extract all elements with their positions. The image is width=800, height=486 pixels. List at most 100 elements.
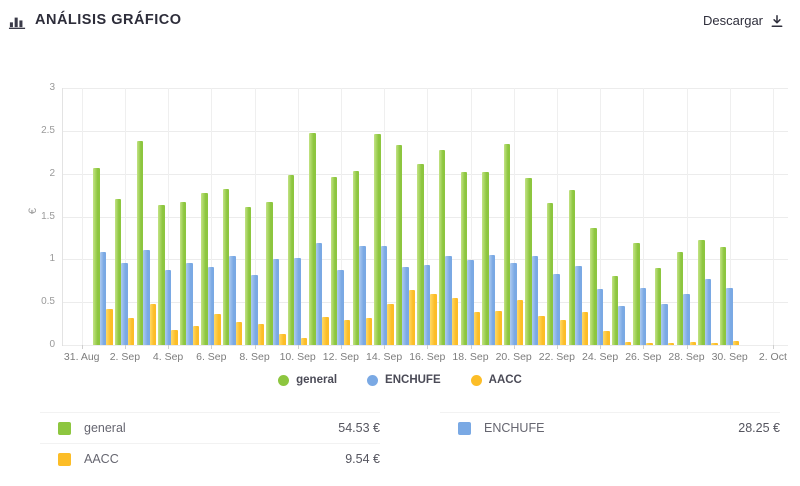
bar-AACC-8-Sep — [257, 323, 264, 345]
x-tick-label: 8. Sep — [239, 351, 270, 363]
x-tick-label: 18. Sep — [452, 351, 489, 363]
bar-AACC-2-Sep — [127, 318, 135, 345]
bar-general-23-Sep — [568, 189, 575, 345]
bar-ENCHUFE-15-Sep — [402, 267, 409, 345]
x-tick-mark — [513, 345, 515, 349]
bar-AACC-14-Sep — [387, 303, 394, 345]
x-tick-label: 12. Sep — [322, 351, 359, 363]
bar-AACC-28-Sep — [689, 342, 696, 345]
bar-ENCHUFE-20-Sep — [510, 262, 517, 345]
bar-general-24-Sep — [590, 227, 597, 345]
bar-AACC-3-Sep — [149, 303, 156, 345]
bar-chart-plot-area: € 0 0.5 1 1.5 2 2.5 3 31. Aug 2. Sep 4. Sep 6. Sep… — [27, 83, 788, 363]
bar-AACC-25-Sep — [624, 341, 632, 345]
bar-general-18-Sep — [460, 171, 467, 345]
bar-general-19-Sep — [482, 171, 489, 345]
bar-general-2-Sep — [114, 198, 122, 345]
bar-general-3-Sep — [136, 141, 143, 345]
bar-AACC-1-Sep — [106, 309, 113, 345]
bar-general-21-Sep — [525, 177, 532, 345]
bar-AACC-9-Sep — [279, 333, 286, 345]
x-tick-mark — [384, 345, 386, 349]
legend-label-general: general — [296, 374, 338, 386]
legend-label-aacc: AACC — [488, 374, 522, 386]
bar-ENCHUFE-11-Sep — [315, 243, 323, 345]
bar-general-15-Sep — [395, 144, 403, 345]
bar-ENCHUFE-8-Sep — [251, 274, 258, 345]
bar-ENCHUFE-6-Sep — [207, 267, 215, 345]
bar-AACC-13-Sep — [365, 317, 372, 345]
legend-dot-aacc — [470, 374, 482, 386]
gridline-x — [211, 88, 213, 345]
bar-AACC-4-Sep — [171, 329, 178, 345]
bar-general-17-Sep — [438, 149, 446, 345]
series-swatch-general — [58, 421, 71, 435]
x-tick-mark — [643, 345, 645, 349]
x-tick-mark — [81, 345, 83, 349]
legend-dot-general — [278, 374, 290, 386]
summary-value: 9.54 € — [345, 452, 380, 466]
x-tick-label: 2. Sep — [109, 351, 141, 363]
gridline-y-0 — [63, 345, 788, 346]
bar-AACC-20-Sep — [516, 299, 524, 345]
y-tick-label: 0 — [49, 339, 55, 350]
bar-ENCHUFE-17-Sep — [445, 255, 452, 345]
legend-item-enchufe[interactable]: ENCHUFE — [367, 374, 441, 386]
bar-AACC-30-Sep — [732, 340, 740, 345]
bar-ENCHUFE-2-Sep — [121, 262, 128, 345]
summary-label: AACC — [84, 452, 119, 466]
bar-AACC-27-Sep — [667, 343, 675, 345]
gridline-x — [556, 88, 558, 345]
gridline-x — [600, 88, 602, 345]
bar-AACC-6-Sep — [214, 314, 221, 345]
legend-label-enchufe: ENCHUFE — [385, 374, 441, 386]
legend-dot-enchufe — [367, 374, 379, 386]
x-tick-label: 10. Sep — [279, 351, 316, 363]
gridline-x — [729, 88, 731, 345]
header-title-group: ANÁLISIS GRÁFICO — [8, 10, 182, 29]
x-tick-label: 6. Sep — [196, 351, 227, 363]
x-tick-mark — [168, 345, 170, 349]
download-button[interactable]: Descargar — [701, 11, 786, 30]
bar-ENCHUFE-16-Sep — [423, 265, 431, 345]
gridline-x — [470, 88, 472, 345]
y-tick-label: 3 — [49, 82, 55, 93]
bar-ENCHUFE-21-Sep — [531, 255, 539, 345]
gridline-y-2 — [63, 173, 788, 175]
x-tick-mark — [772, 345, 774, 349]
bar-ENCHUFE-22-Sep — [553, 273, 560, 345]
bar-AACC-22-Sep — [559, 320, 567, 345]
x-tick-label: 22. Sep — [538, 351, 575, 363]
summary-row-enchufe: ENCHUFE 28.25 € — [440, 412, 780, 443]
gridline-x — [254, 88, 256, 345]
gridline-y-1 — [63, 259, 788, 261]
gridline-x — [340, 88, 342, 345]
gridline-x — [513, 88, 515, 345]
gridline-x — [772, 88, 774, 345]
legend-item-general[interactable]: general — [278, 374, 337, 386]
gridline-x — [168, 88, 170, 345]
bar-general-13-Sep — [352, 171, 359, 345]
download-button-label: Descargar — [703, 13, 763, 28]
gridline-x — [384, 88, 386, 345]
bar-general-30-Sep — [719, 247, 727, 345]
bar-AACC-16-Sep — [430, 293, 437, 345]
bar-general-20-Sep — [503, 143, 511, 345]
bar-ENCHUFE-7-Sep — [229, 255, 236, 345]
legend-item-aacc[interactable]: AACC — [470, 374, 522, 386]
bar-general-28-Sep — [676, 252, 683, 345]
gridline-x — [297, 88, 299, 345]
bar-AACC-12-Sep — [343, 320, 351, 345]
gridline-x — [81, 88, 83, 345]
bar-general-14-Sep — [374, 134, 381, 345]
panel-header: ANÁLISIS GRÁFICO Descargar — [0, 0, 800, 44]
x-tick-mark — [729, 345, 731, 349]
bar-general-4-Sep — [158, 204, 165, 345]
x-tick-mark — [686, 345, 688, 349]
bar-ENCHUFE-24-Sep — [596, 289, 604, 345]
bar-general-8-Sep — [244, 207, 251, 345]
bar-ENCHUFE-14-Sep — [380, 246, 388, 345]
x-tick-label: 31. Aug — [63, 351, 100, 363]
x-tick-mark — [340, 345, 342, 349]
x-tick-label: 26. Sep — [625, 351, 662, 363]
